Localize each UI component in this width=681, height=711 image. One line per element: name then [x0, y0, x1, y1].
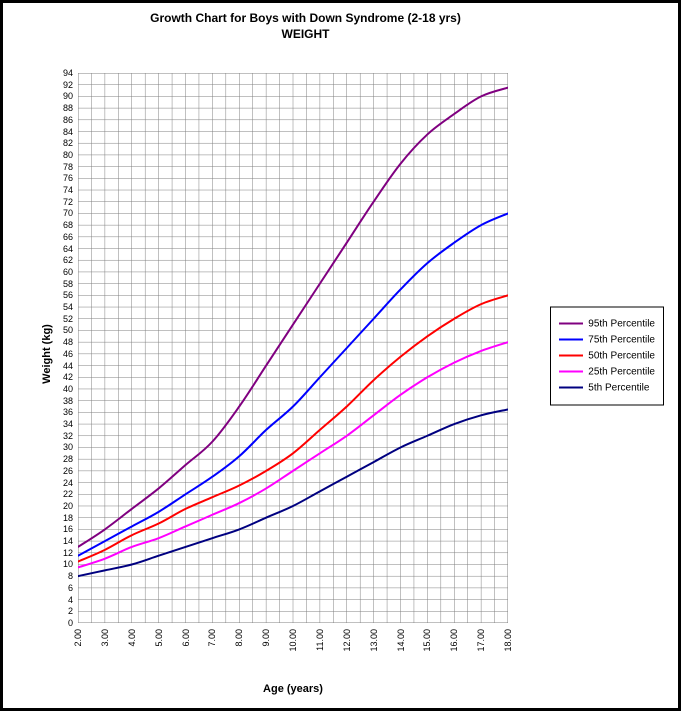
legend-swatch: [559, 387, 583, 389]
legend-swatch: [559, 323, 583, 325]
y-tick-label: 20: [43, 501, 73, 511]
legend-label: 50th Percentile: [588, 350, 655, 361]
x-axis-label: Age (years): [78, 683, 508, 695]
y-tick-label: 56: [43, 290, 73, 300]
y-tick-label: 36: [43, 407, 73, 417]
legend-swatch: [559, 355, 583, 357]
y-tick-label: 2: [43, 606, 73, 616]
x-tick-label: 18.00: [503, 629, 513, 652]
y-tick-label: 74: [43, 185, 73, 195]
y-tick-label: 16: [43, 524, 73, 534]
y-tick-label: 78: [43, 162, 73, 172]
y-tick-label: 84: [43, 127, 73, 137]
y-tick-label: 8: [43, 571, 73, 581]
y-tick-label: 68: [43, 220, 73, 230]
y-tick-label: 48: [43, 337, 73, 347]
y-tick-label: 60: [43, 267, 73, 277]
y-tick-label: 34: [43, 419, 73, 429]
y-tick-label: 14: [43, 536, 73, 546]
legend-item: 75th Percentile: [559, 334, 655, 345]
x-tick-label: 7.00: [207, 629, 217, 647]
y-tick-label: 24: [43, 478, 73, 488]
x-tick-label: 17.00: [476, 629, 486, 652]
y-tick-label: 58: [43, 279, 73, 289]
legend-label: 25th Percentile: [588, 366, 655, 377]
y-tick-label: 6: [43, 583, 73, 593]
y-tick-label: 42: [43, 372, 73, 382]
x-tick-label: 15.00: [422, 629, 432, 652]
chart-title: Growth Chart for Boys with Down Syndrome…: [53, 11, 558, 42]
y-axis-ticks: 0246810121416182022242628303234363840424…: [43, 73, 73, 623]
y-tick-label: 38: [43, 396, 73, 406]
x-tick-label: 10.00: [288, 629, 298, 652]
x-tick-label: 12.00: [342, 629, 352, 652]
y-tick-label: 28: [43, 454, 73, 464]
title-line-1: Growth Chart for Boys with Down Syndrome…: [150, 11, 461, 25]
y-tick-label: 88: [43, 103, 73, 113]
x-tick-label: 16.00: [449, 629, 459, 652]
legend: 95th Percentile 75th Percentile 50th Perce…: [550, 306, 664, 405]
y-tick-label: 80: [43, 150, 73, 160]
y-tick-label: 52: [43, 314, 73, 324]
y-tick-label: 86: [43, 115, 73, 125]
plot-area: [78, 73, 508, 623]
x-tick-label: 3.00: [100, 629, 110, 647]
y-tick-label: 4: [43, 595, 73, 605]
y-tick-label: 0: [43, 618, 73, 628]
legend-label: 75th Percentile: [588, 334, 655, 345]
x-axis-ticks: 2.003.004.005.006.007.008.009.0010.0011.…: [78, 625, 508, 680]
x-tick-label: 9.00: [261, 629, 271, 647]
title-line-2: WEIGHT: [282, 27, 330, 41]
legend-swatch: [559, 339, 583, 341]
y-tick-label: 22: [43, 489, 73, 499]
legend-item: 5th Percentile: [559, 382, 655, 393]
chart-frame: Growth Chart for Boys with Down Syndrome…: [0, 0, 681, 711]
y-tick-label: 40: [43, 384, 73, 394]
y-tick-label: 64: [43, 244, 73, 254]
x-tick-label: 11.00: [315, 629, 325, 651]
y-tick-label: 18: [43, 513, 73, 523]
y-tick-label: 12: [43, 548, 73, 558]
legend-item: 50th Percentile: [559, 350, 655, 361]
y-tick-label: 72: [43, 197, 73, 207]
y-tick-label: 82: [43, 138, 73, 148]
x-tick-label: 8.00: [234, 629, 244, 647]
y-tick-label: 26: [43, 466, 73, 476]
legend-label: 95th Percentile: [588, 318, 655, 329]
y-tick-label: 70: [43, 208, 73, 218]
y-tick-label: 10: [43, 559, 73, 569]
y-tick-label: 90: [43, 91, 73, 101]
y-tick-label: 30: [43, 442, 73, 452]
legend-swatch: [559, 371, 583, 373]
x-tick-label: 4.00: [127, 629, 137, 647]
y-tick-label: 92: [43, 80, 73, 90]
plot-svg: [78, 73, 508, 623]
y-tick-label: 46: [43, 349, 73, 359]
y-tick-label: 54: [43, 302, 73, 312]
y-tick-label: 44: [43, 361, 73, 371]
x-tick-label: 13.00: [369, 629, 379, 652]
y-tick-label: 76: [43, 173, 73, 183]
y-tick-label: 50: [43, 325, 73, 335]
y-tick-label: 66: [43, 232, 73, 242]
y-tick-label: 62: [43, 255, 73, 265]
y-tick-label: 94: [43, 68, 73, 78]
x-tick-label: 6.00: [181, 629, 191, 647]
legend-label: 5th Percentile: [588, 382, 649, 393]
x-tick-label: 2.00: [73, 629, 83, 647]
legend-item: 25th Percentile: [559, 366, 655, 377]
legend-item: 95th Percentile: [559, 318, 655, 329]
x-tick-label: 5.00: [154, 629, 164, 647]
x-tick-label: 14.00: [396, 629, 406, 652]
y-tick-label: 32: [43, 431, 73, 441]
